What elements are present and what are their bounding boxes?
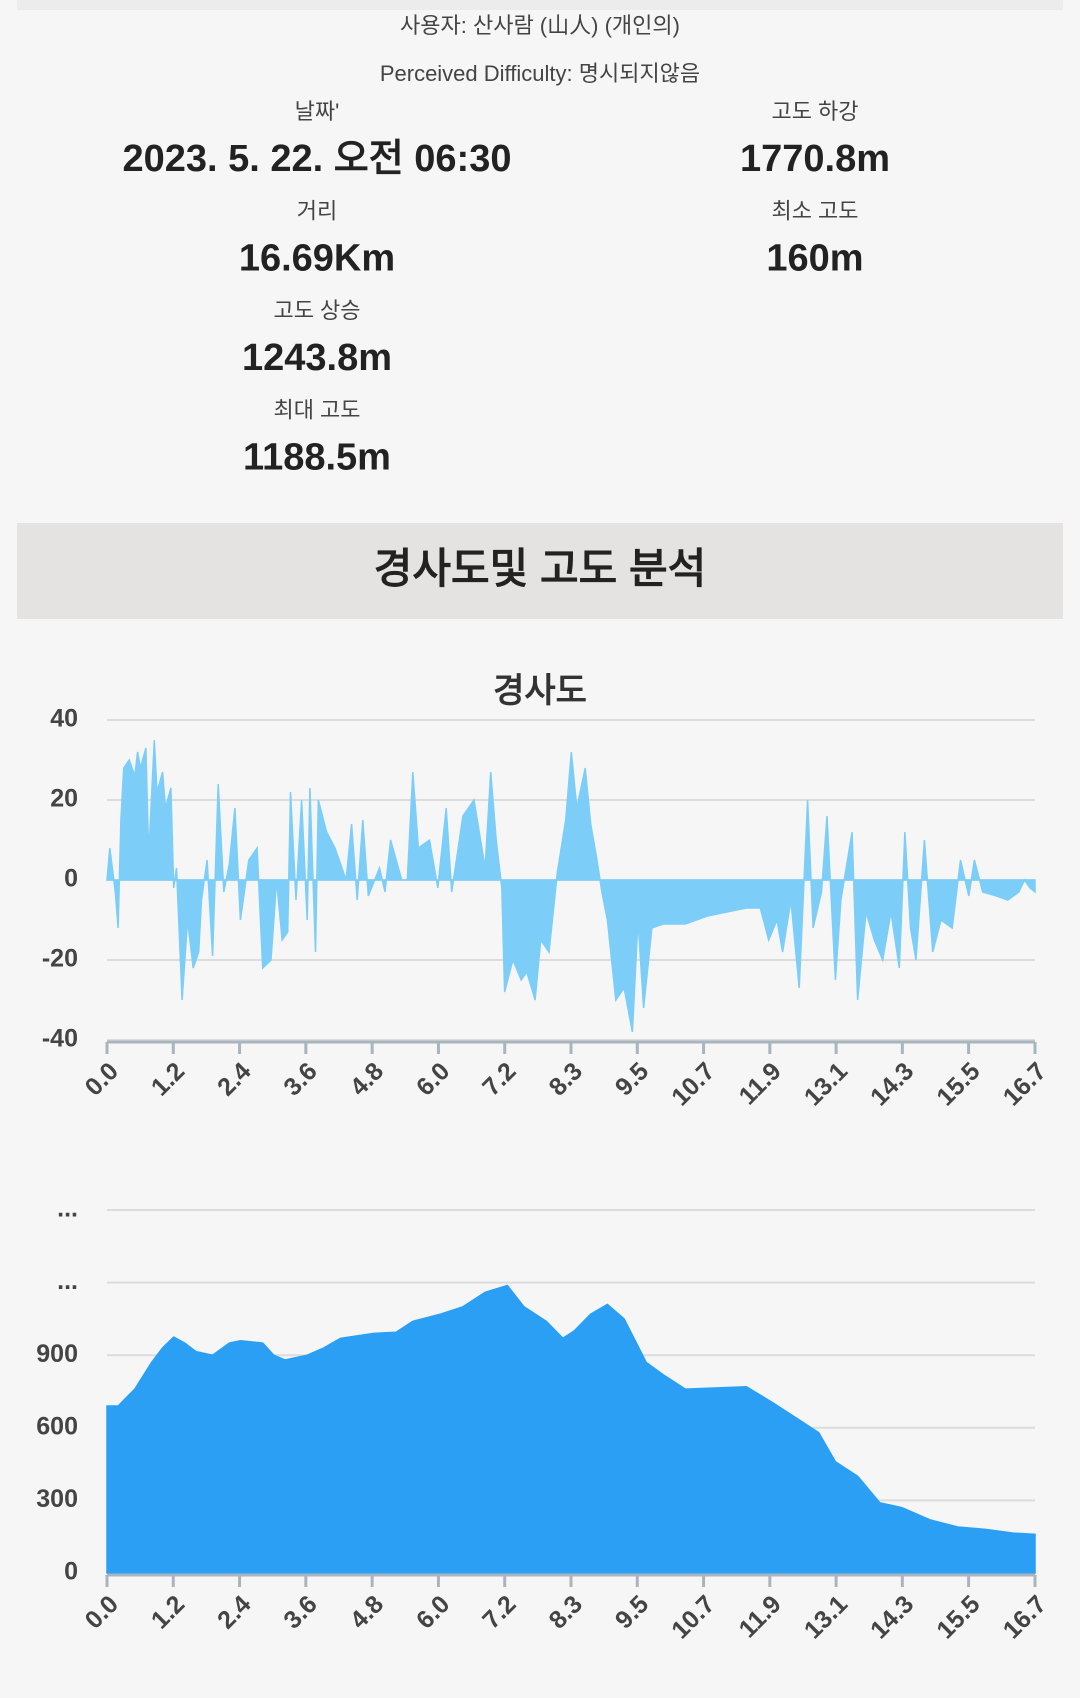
x-tick-label: 2.4 (212, 1057, 256, 1101)
section-banner (17, 523, 1063, 619)
x-tick-label: 10.7 (666, 1057, 720, 1111)
x-tick-label: 8.3 (544, 1590, 588, 1634)
stat-value: 1770.8m (740, 138, 890, 180)
y-tick-label: 40 (50, 705, 78, 733)
y-tick-label: ... (57, 1267, 78, 1295)
stat-label: 최대 고도 (273, 397, 360, 422)
area (106, 1284, 1036, 1574)
x-tick-label: 1.2 (146, 1590, 190, 1634)
stat-label: 고도 하강 (771, 99, 858, 124)
section-title: 경사도및 고도 분석 (374, 545, 706, 592)
x-tick-label: 8.3 (544, 1057, 588, 1101)
x-tick-label: 13.1 (799, 1057, 853, 1111)
x-tick-label: 4.8 (345, 1590, 389, 1634)
x-tick-label: 7.2 (477, 1590, 521, 1634)
y-tick-label: ... (57, 1195, 78, 1223)
y-tick-label: 20 (50, 785, 78, 813)
y-tick-label: 600 (36, 1412, 78, 1440)
x-tick-label: 2.4 (212, 1590, 256, 1634)
user: 사용자: 산사람 (山人) (개인의) (400, 13, 680, 38)
stat-value: 1243.8m (242, 337, 392, 379)
y-tick-label: -20 (42, 945, 78, 973)
stat-label: 날짜' (295, 99, 340, 124)
difficulty: Perceived Difficulty: 명시되지않음 (380, 61, 700, 86)
x-tick-label: 7.2 (477, 1057, 521, 1101)
x-tick-label: 15.5 (931, 1057, 985, 1111)
x-tick-label: 9.5 (610, 1590, 654, 1634)
area (106, 739, 1036, 1033)
x-tick-label: 16.7 (998, 1590, 1052, 1644)
stat-value: 1188.5m (243, 437, 391, 479)
chart-title: 경사도 (493, 672, 587, 710)
stat-value: 2023. 5. 22. 오전 06:30 (123, 138, 512, 180)
x-tick-label: 11.9 (734, 1057, 787, 1110)
y-tick-label: 900 (36, 1340, 78, 1368)
y-tick-label: 0 (64, 1558, 78, 1586)
stat-value: 16.69Km (239, 238, 395, 280)
x-tick-label: 13.1 (799, 1590, 853, 1644)
y-tick-label: 300 (36, 1485, 78, 1513)
x-tick-label: 0.0 (80, 1057, 124, 1101)
stat-value: 160m (766, 238, 863, 280)
x-tick-label: 3.6 (278, 1590, 322, 1634)
stat-label: 고도 상승 (273, 298, 360, 323)
y-tick-label: -40 (42, 1025, 78, 1053)
y-tick-label: 0 (64, 865, 78, 893)
top-strip (17, 0, 1063, 10)
x-tick-label: 10.7 (666, 1590, 720, 1644)
x-tick-label: 3.6 (278, 1057, 322, 1101)
x-tick-label: 9.5 (610, 1057, 654, 1101)
x-tick-label: 14.3 (865, 1590, 919, 1644)
x-tick-label: 6.0 (411, 1590, 455, 1634)
x-tick-label: 6.0 (411, 1057, 455, 1101)
x-tick-label: 0.0 (80, 1590, 124, 1634)
stat-label: 거리 (297, 198, 337, 223)
x-tick-label: 11.9 (734, 1590, 787, 1643)
x-tick-label: 15.5 (931, 1590, 985, 1644)
x-tick-label: 1.2 (146, 1057, 190, 1101)
x-tick-label: 4.8 (345, 1057, 389, 1101)
x-tick-label: 16.7 (998, 1057, 1052, 1111)
stat-label: 최소 고도 (771, 198, 858, 223)
x-tick-label: 14.3 (865, 1057, 919, 1111)
